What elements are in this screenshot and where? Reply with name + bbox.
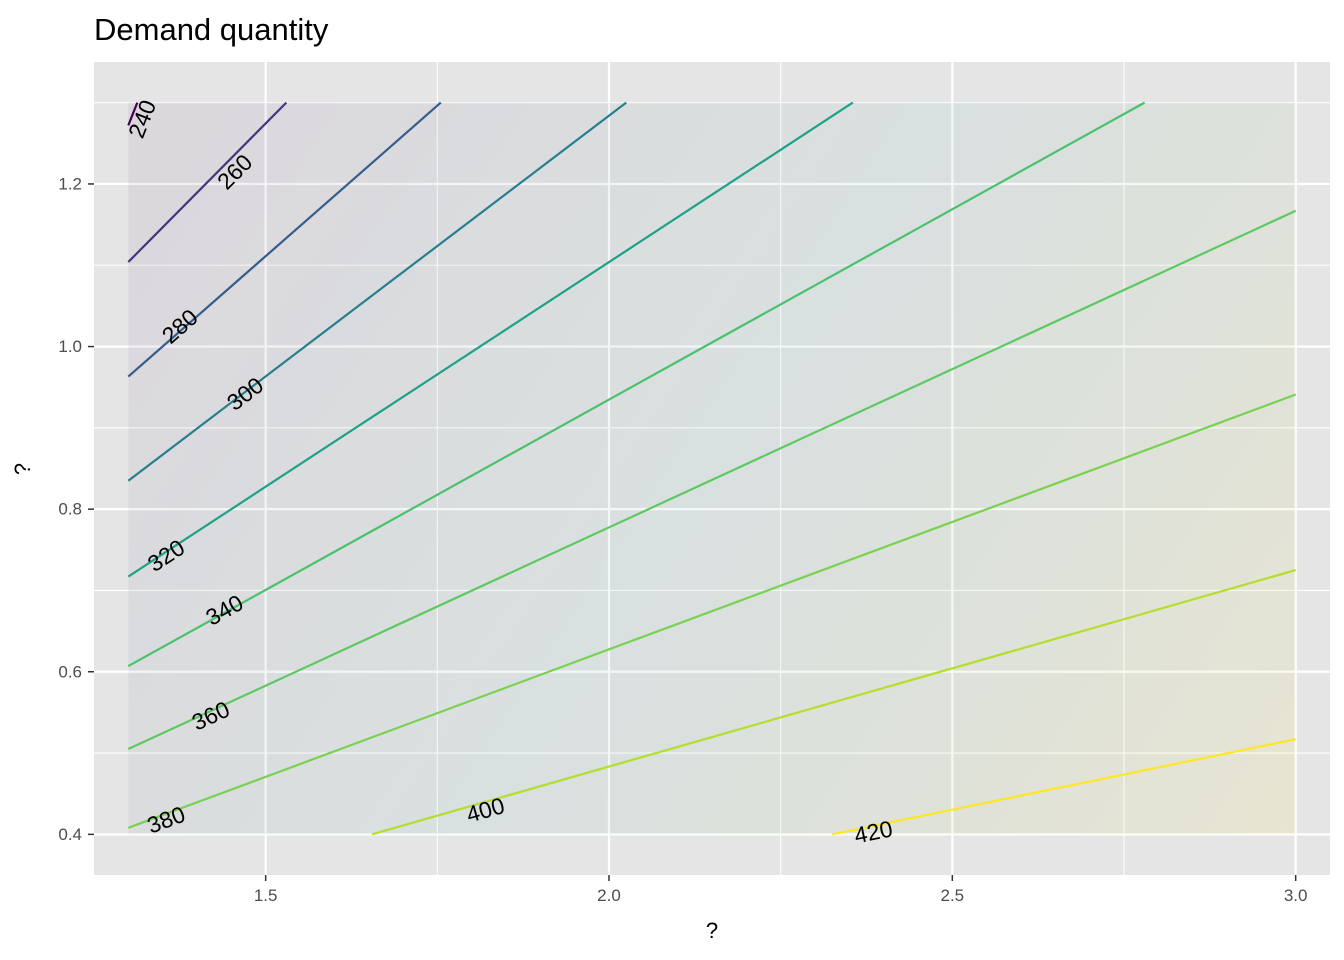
y-tick-label: 0.6 <box>58 662 82 681</box>
chart-title: Demand quantity <box>94 12 329 47</box>
contour-line-400 <box>371 569 1297 836</box>
contour-line-340 <box>127 101 1146 668</box>
y-tick-label: 1.0 <box>58 337 82 356</box>
contour-lines <box>127 101 1297 836</box>
contour-line-380 <box>127 393 1297 829</box>
contour-line-240 <box>127 102 139 126</box>
x-tick-label: 2.0 <box>597 886 621 905</box>
x-tick-label: 3.0 <box>1284 886 1308 905</box>
y-axis-title: ? <box>10 463 35 475</box>
y-tick-label: 1.2 <box>58 174 82 193</box>
y-axis: 0.4 0.6 0.8 1.0 1.2 <box>58 174 94 844</box>
contour-line-360 <box>127 209 1297 750</box>
y-tick-label: 0.4 <box>58 825 82 844</box>
contour-line-300 <box>127 101 627 482</box>
contour-line-420 <box>831 738 1296 836</box>
contour-line-260 <box>127 101 288 263</box>
contour-line-280 <box>127 101 442 378</box>
x-tick-label: 1.5 <box>254 886 278 905</box>
y-tick-label: 0.8 <box>58 500 82 519</box>
filled-density-region <box>128 102 1296 835</box>
x-axis-title: ? <box>706 918 718 943</box>
x-axis: 1.5 2.0 2.5 3.0 <box>254 875 1308 905</box>
x-tick-label: 2.5 <box>941 886 965 905</box>
contour-line-320 <box>127 101 854 578</box>
